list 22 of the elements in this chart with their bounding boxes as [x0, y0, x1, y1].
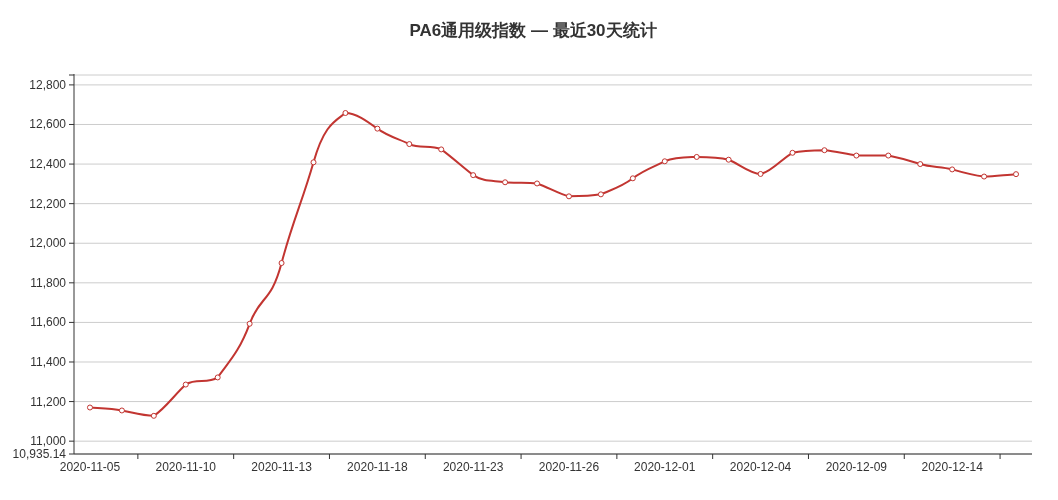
y-tick-label: 12,000 — [29, 236, 67, 251]
x-tick-label: 2020-11-23 — [442, 460, 504, 474]
y-tick-label: 11,400 — [30, 354, 67, 369]
x-tick-label: 2020-12-09 — [825, 460, 888, 474]
x-tick-label: 2020-11-05 — [59, 460, 121, 474]
y-tick-label: 10,935.14 — [12, 447, 67, 461]
x-tick-label: 2020-12-04 — [729, 460, 792, 474]
x-tick-label: 2020-11-13 — [251, 460, 313, 474]
y-tick-label: 11,600 — [30, 315, 67, 330]
x-tick-label: 2020-12-01 — [634, 460, 696, 474]
y-tick-label: 12,800 — [29, 77, 67, 92]
chart-title: PA6通用级指数 — 最近30天统计 — [409, 21, 657, 40]
y-tick-label: 12,600 — [29, 117, 67, 132]
y-tick-label: 11,200 — [30, 394, 67, 409]
y-tick-label: 12,400 — [29, 157, 67, 172]
y-tick-label: 11,000 — [30, 434, 67, 449]
x-tick-label: 2020-11-26 — [538, 460, 600, 474]
x-tick-label: 2020-11-18 — [347, 460, 408, 474]
x-tick-label: 2020-11-10 — [155, 460, 217, 474]
x-tick-label: 2020-12-14 — [921, 460, 984, 474]
y-tick-label: 12,200 — [29, 196, 67, 211]
y-tick-label: 11,800 — [30, 275, 67, 290]
